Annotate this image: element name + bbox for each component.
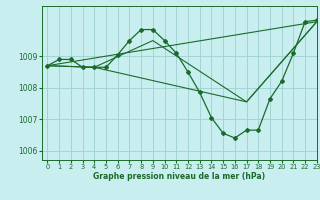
X-axis label: Graphe pression niveau de la mer (hPa): Graphe pression niveau de la mer (hPa) [93,172,265,181]
